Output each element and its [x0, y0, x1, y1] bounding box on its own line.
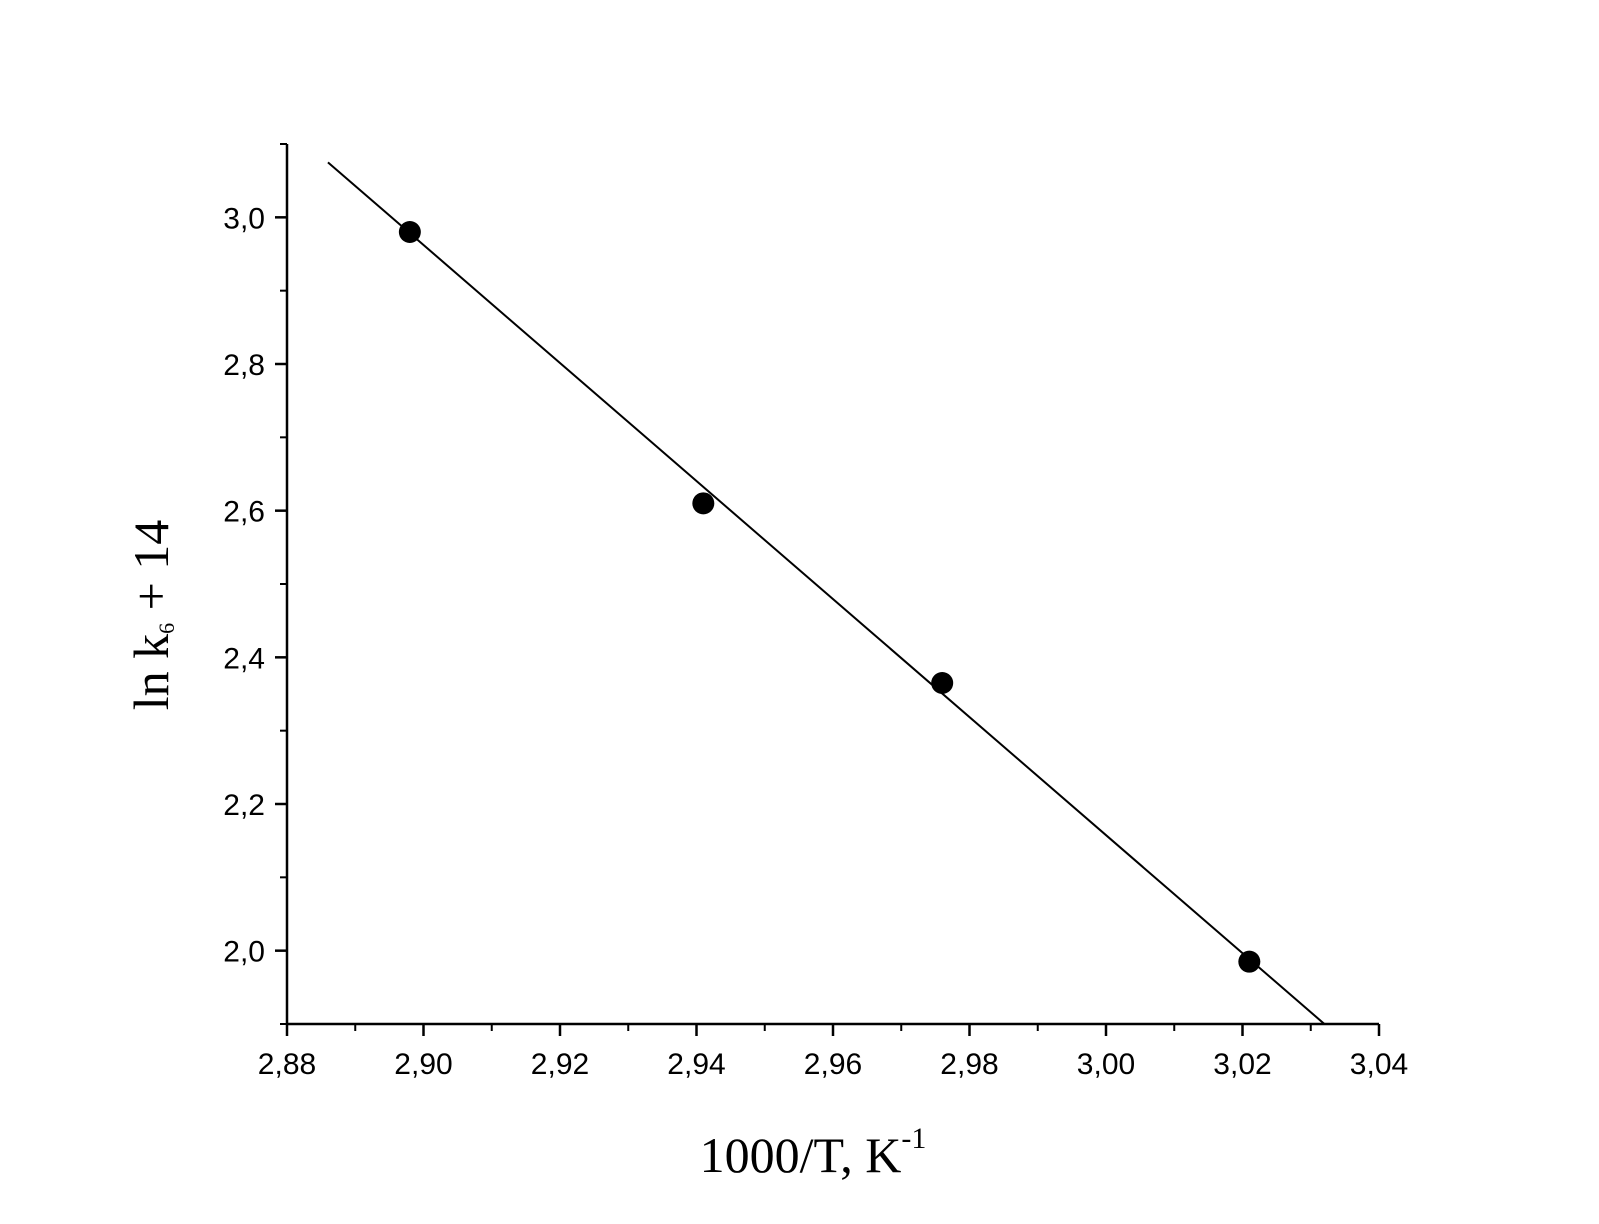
x-tick-label: 2,98 [940, 1048, 998, 1081]
y-axis-title-prefix: ln k [123, 634, 179, 710]
tick-labels: 2,88 2,90 2,92 2,94 2,96 2,98 3,00 3,02 3,04 2,0 2… [223, 202, 1408, 1081]
axes [285, 144, 1379, 1026]
x-axis-title-main: 1000/T, K [700, 1127, 902, 1183]
y-tick-label: 2,4 [223, 642, 265, 675]
data-points [398, 221, 1261, 973]
y-tick-label: 2,8 [223, 349, 265, 382]
tick-marks [275, 143, 1381, 1036]
x-tick-label: 3,04 [1350, 1048, 1408, 1081]
y-axis-title-suffix: + 14 [123, 520, 179, 623]
fit-lines [327, 161, 1326, 1025]
data-point [1238, 950, 1261, 973]
y-axis-title: ln k6 + 14 [123, 520, 179, 711]
data-point [692, 492, 715, 515]
x-tick-label: 2,92 [531, 1048, 589, 1081]
data-point [931, 672, 954, 694]
linear-fit-line [327, 161, 1326, 1025]
x-axis-title: 1000/T, K-1 [700, 1122, 927, 1183]
y-tick-label: 2,0 [223, 936, 265, 969]
x-tick-label: 2,96 [804, 1048, 862, 1081]
y-tick-label: 2,2 [223, 789, 265, 822]
x-tick-label: 2,88 [258, 1048, 316, 1081]
x-tick-label: 2,94 [667, 1048, 725, 1081]
y-tick-label: 3,0 [223, 202, 265, 235]
x-tick-label: 3,02 [1213, 1048, 1271, 1081]
x-tick-label: 2,90 [394, 1048, 452, 1081]
data-point [398, 221, 421, 243]
y-tick-label: 2,6 [223, 496, 265, 529]
x-tick-label: 3,00 [1077, 1048, 1135, 1081]
y-axis-title-subscript: 6 [154, 623, 179, 634]
x-axis-title-superscript: -1 [901, 1122, 926, 1155]
